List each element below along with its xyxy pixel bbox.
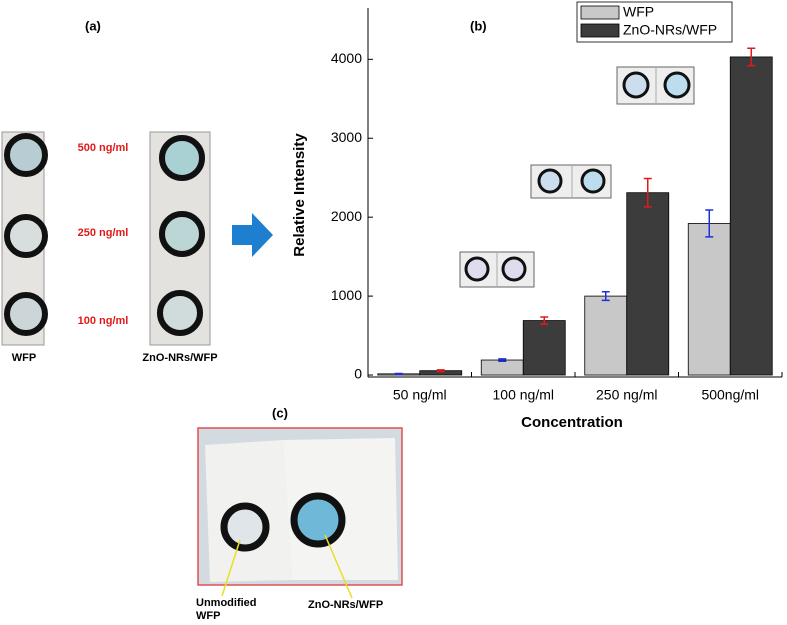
annotation: Unmodified WFP (196, 597, 257, 622)
x-axis-label: Concentration (521, 414, 623, 431)
legend-label: WFP (623, 4, 654, 20)
strip-label: ZnO-NRs/WFP (142, 352, 217, 364)
sensor-photo (197, 427, 403, 599)
strip-label: WFP (12, 352, 36, 364)
y-tick-label: 2000 (331, 208, 362, 224)
y-tick-label: 1000 (331, 287, 362, 303)
x-tick-label: 50 ng/ml (393, 387, 447, 403)
strip-photo (149, 131, 211, 346)
error-bar (601, 291, 610, 302)
error-bar (540, 316, 549, 325)
panel-label: (b) (470, 18, 487, 33)
panel-label: (c) (272, 405, 288, 420)
bar (480, 359, 524, 376)
error-bar (436, 369, 445, 373)
concentration-label: 250 ng/ml (78, 227, 129, 239)
bar (729, 56, 773, 376)
x-tick-label: 250 ng/ml (596, 387, 657, 403)
strip-photo (1, 131, 48, 346)
y-tick-label: 3000 (331, 129, 362, 145)
y-tick-label: 0 (354, 366, 362, 382)
arrow (232, 213, 273, 257)
error-bar (643, 177, 652, 208)
legend-label: ZnO-NRs/WFP (623, 22, 717, 38)
legend-swatch (580, 5, 620, 20)
concentration-label: 100 ng/ml (78, 315, 129, 327)
annotation: ZnO-NRs/WFP (308, 599, 384, 611)
x-tick-label: 500ng/ml (701, 387, 759, 403)
error-bar (705, 209, 714, 238)
y-tick-label: 4000 (331, 50, 362, 66)
inset-photo (459, 66, 695, 288)
panel-label: (a) (85, 18, 101, 33)
error-bar (498, 358, 507, 362)
concentration-label: 500 ng/ml (78, 142, 129, 154)
error-bar (747, 47, 756, 67)
legend-swatch (580, 23, 620, 38)
bar (584, 295, 628, 376)
bar (522, 320, 566, 376)
bar (626, 192, 670, 376)
x-tick-label: 100 ng/ml (493, 387, 554, 403)
y-axis-label: Relative Intensity (291, 133, 308, 257)
error-bar (394, 372, 403, 375)
bar (687, 223, 731, 376)
